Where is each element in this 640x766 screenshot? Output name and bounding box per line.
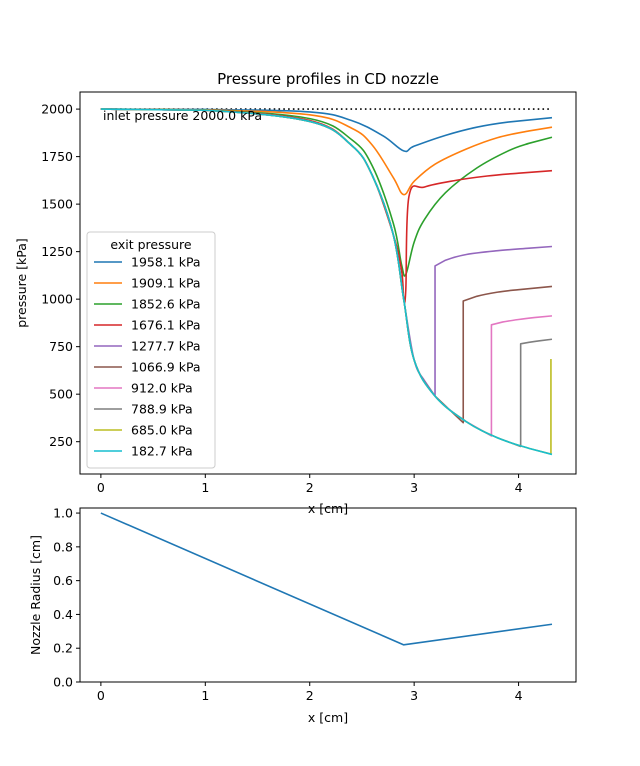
radius-x-tick-label: 1 <box>201 688 209 703</box>
radius-y-tick-label: 1.0 <box>53 506 73 521</box>
legend-entry-1676-1-kpa: 1676.1 kPa <box>131 318 201 333</box>
radius-y-axis-label: Nozzle Radius [cm] <box>28 535 43 655</box>
legend-entry-1909-1-kpa: 1909.1 kPa <box>131 276 201 291</box>
pressure-x-tick-label: 0 <box>97 480 105 495</box>
radius-x-axis-label: x [cm] <box>308 710 348 725</box>
legend-entry-685-0-kpa: 685.0 kPa <box>131 423 193 438</box>
pressure-y-tick-label: 1000 <box>41 292 73 307</box>
pressure-y-tick-label: 750 <box>49 339 73 354</box>
radius-y-tick-label: 0.0 <box>53 675 73 690</box>
chart-title: Pressure profiles in CD nozzle <box>217 70 439 88</box>
legend-entry-912-0-kpa: 912.0 kPa <box>131 381 193 396</box>
radius-x-tick-label: 4 <box>515 688 523 703</box>
pressure-y-tick-label: 2000 <box>41 102 73 117</box>
radius-y-tick-label: 0.8 <box>53 539 73 554</box>
pressure-x-tick-label: 4 <box>515 480 523 495</box>
radius-y-tick-label: 0.2 <box>53 641 73 656</box>
series-line-1958-1-kpa <box>100 108 553 153</box>
pressure-y-tick-label: 1250 <box>41 244 73 259</box>
pressure-plot: Pressure profiles in CD nozzle 0 1 2 3 4 250 5… <box>14 70 577 516</box>
pressure-annotation: inlet pressure 2000.0 kPa <box>103 108 262 123</box>
pressure-y-tick-label: 1500 <box>41 197 73 212</box>
pressure-x-tick-label: 1 <box>201 480 209 495</box>
series-line-1909-1-kpa <box>100 108 553 196</box>
radius-plot-frame <box>79 507 577 683</box>
radius-series-group <box>100 512 553 646</box>
legend-entry-182-7-kpa: 182.7 kPa <box>131 444 193 459</box>
legend: exit pressure 1958.1 kPa 1909.1 kPa 1852.6… <box>86 231 216 469</box>
legend-entry-788-9-kpa: 788.9 kPa <box>131 402 193 417</box>
radius-x-tick-label: 2 <box>306 688 314 703</box>
legend-entry-1277-7-kpa: 1277.7 kPa <box>131 339 201 354</box>
radius-series-line <box>100 512 553 646</box>
legend-entry-1066-9-kpa: 1066.9 kPa <box>131 360 201 375</box>
legend-entry-1852-6-kpa: 1852.6 kPa <box>131 297 201 312</box>
legend-entry-1958-1-kpa: 1958.1 kPa <box>131 255 201 270</box>
radius-plot: 0 1 2 3 4 0.0 0.2 0.4 0.6 0.8 1.0 x [cm] Nozzle Ra… <box>28 506 577 725</box>
pressure-y-axis-label: pressure [kPa] <box>14 238 29 328</box>
radius-x-tick-label: 0 <box>97 688 105 703</box>
radius-x-tick-label: 3 <box>410 688 418 703</box>
pressure-series-group <box>100 108 553 456</box>
pressure-plot-frame <box>79 91 577 475</box>
pressure-y-tick-label: 250 <box>49 434 73 449</box>
series-line-182-7-kpa <box>100 108 553 456</box>
pressure-y-tick-label: 1750 <box>41 149 73 164</box>
radius-y-tick-label: 0.4 <box>53 607 73 622</box>
pressure-ticks-group: 0 1 2 3 4 250 500 750 1000 1250 1500 1750 2000 <box>41 102 522 495</box>
radius-y-tick-label: 0.6 <box>53 573 73 588</box>
legend-title: exit pressure <box>110 237 192 252</box>
pressure-x-tick-label: 2 <box>306 480 314 495</box>
pressure-x-tick-label: 3 <box>410 480 418 495</box>
radius-ticks-group: 0 1 2 3 4 0.0 0.2 0.4 0.6 0.8 1.0 <box>53 506 522 703</box>
pressure-y-tick-label: 500 <box>49 387 73 402</box>
legend-items: 1958.1 kPa 1909.1 kPa 1852.6 kPa 1676.1 kPa… <box>94 255 201 459</box>
